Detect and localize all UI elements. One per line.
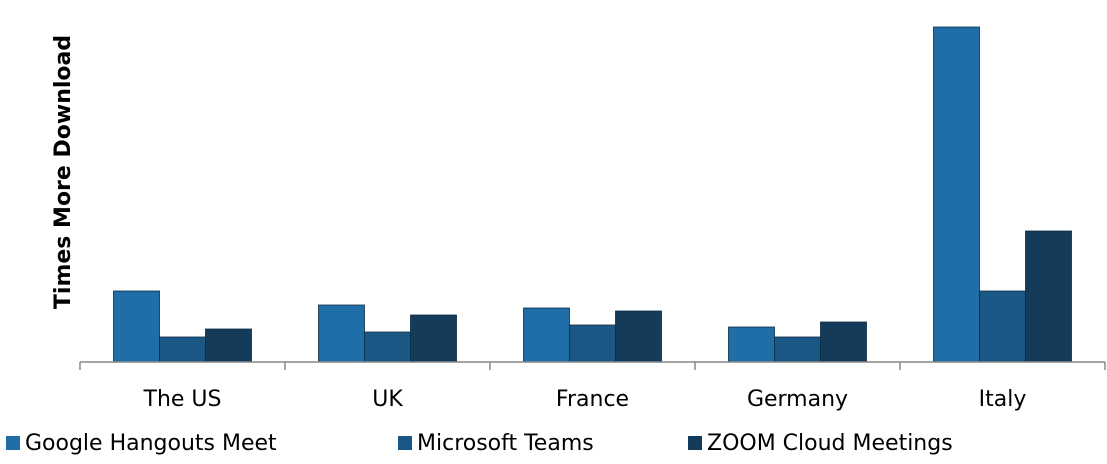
- legend-label: Google Hangouts Meet: [25, 431, 277, 456]
- legend-swatch: [398, 436, 412, 450]
- legend-swatch: [6, 436, 20, 450]
- x-tick-label: Germany: [747, 387, 848, 412]
- bar: [615, 310, 662, 363]
- bar: [1025, 230, 1072, 363]
- bar: [933, 26, 980, 363]
- legend-label: ZOOM Cloud Meetings: [707, 431, 953, 456]
- bar: [410, 314, 457, 363]
- bar: [979, 290, 1026, 363]
- x-tick-label: Italy: [979, 387, 1027, 412]
- legend-label: Microsoft Teams: [417, 431, 594, 456]
- x-tick-label: UK: [372, 387, 403, 412]
- x-tick-label: The US: [143, 387, 222, 412]
- bar: [364, 331, 411, 363]
- legend-swatch: [688, 436, 702, 450]
- bar: [113, 290, 160, 363]
- bar: [159, 336, 206, 363]
- bar: [569, 324, 616, 363]
- bar: [205, 328, 252, 363]
- bar: [728, 326, 775, 363]
- bar: [820, 321, 867, 363]
- y-axis-title: Times More Download: [51, 35, 76, 309]
- bar: [774, 336, 821, 363]
- bar: [318, 304, 365, 363]
- bar: [523, 307, 570, 363]
- x-tick-label: France: [556, 387, 629, 412]
